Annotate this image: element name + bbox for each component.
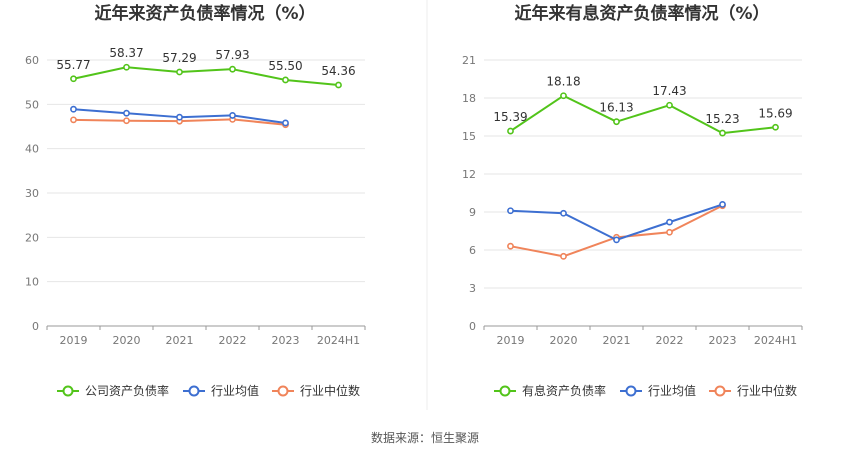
data-point[interactable] <box>666 101 673 109</box>
legend-item[interactable]: 行业中位数 <box>709 383 797 398</box>
data-label: 15.39 <box>493 110 527 124</box>
data-point[interactable] <box>70 75 77 83</box>
data-point[interactable] <box>507 207 514 215</box>
y-tick-label: 15 <box>462 130 476 143</box>
data-label: 17.43 <box>652 84 686 98</box>
data-point[interactable] <box>282 76 289 84</box>
legend-item[interactable]: 公司资产负债率 <box>57 383 169 398</box>
x-tick-label: 2019 <box>60 334 88 347</box>
legend-label: 有息资产负债率 <box>522 383 606 398</box>
series-line <box>510 204 723 258</box>
chart-debt-ratio: 近年来资产负债率情况（%） 0 10 20 30 40 50 60 2019 2020 2021 20… <box>25 3 366 398</box>
legend-label: 公司资产负债率 <box>85 383 169 398</box>
data-point[interactable] <box>507 242 514 250</box>
x-tick-label: 2024H1 <box>754 334 797 347</box>
x-tick-label: 2019 <box>497 334 525 347</box>
data-label: 58.37 <box>109 46 143 60</box>
data-point[interactable] <box>719 200 726 208</box>
data-point[interactable] <box>666 228 673 236</box>
data-point[interactable] <box>123 117 130 125</box>
y-tick-label: 60 <box>25 54 39 67</box>
legend-label: 行业均值 <box>211 383 259 398</box>
legend-item[interactable]: 有息资产负债率 <box>494 383 606 398</box>
y-tick-label: 21 <box>462 54 476 67</box>
data-point[interactable] <box>70 105 77 113</box>
x-tick-label: 2022 <box>656 334 684 347</box>
data-label: 57.93 <box>215 48 249 62</box>
y-tick-label: 12 <box>462 168 476 181</box>
legend-marker <box>499 385 511 397</box>
x-tick-label: 2020 <box>550 334 578 347</box>
data-label: 16.13 <box>599 101 633 115</box>
data-label: 15.23 <box>705 112 739 126</box>
y-tick-label: 0 <box>469 320 476 333</box>
chart-title: 近年来有息资产负债率情况（%） <box>514 3 769 24</box>
data-point[interactable] <box>176 68 183 76</box>
y-tick-label: 6 <box>469 244 476 257</box>
y-tick-label: 9 <box>469 206 476 219</box>
legend-marker <box>714 385 726 397</box>
chart-interest-debt-ratio: 近年来有息资产负债率情况（%） 0 3 6 9 12 15 18 21 2019 2020 2021 2… <box>462 3 803 398</box>
legend-marker <box>277 385 289 397</box>
data-label: 18.18 <box>546 75 580 89</box>
legend-marker <box>625 385 637 397</box>
data-label: 55.77 <box>56 58 90 72</box>
series-line <box>509 94 776 135</box>
data-point[interactable] <box>70 116 77 124</box>
x-tick-label: 2021 <box>603 334 631 347</box>
legend-label: 行业中位数 <box>737 383 797 398</box>
x-tick-label: 2023 <box>709 334 737 347</box>
y-tick-label: 0 <box>32 320 39 333</box>
y-tick-label: 30 <box>25 187 39 200</box>
data-point[interactable] <box>282 119 289 127</box>
y-tick-label: 20 <box>25 231 39 244</box>
data-point[interactable] <box>560 252 567 260</box>
y-tick-label: 3 <box>469 282 476 295</box>
series-line <box>73 66 339 86</box>
data-point[interactable] <box>613 236 620 244</box>
data-point[interactable] <box>560 92 567 100</box>
y-tick-label: 10 <box>25 276 39 289</box>
data-point[interactable] <box>560 209 567 217</box>
data-point[interactable] <box>229 65 236 73</box>
x-tick-label: 2023 <box>272 334 300 347</box>
x-tick-label: 2021 <box>166 334 194 347</box>
legend-marker <box>62 385 74 397</box>
data-point[interactable] <box>613 118 620 126</box>
data-label: 15.69 <box>758 106 792 120</box>
data-point[interactable] <box>123 109 130 117</box>
data-label: 57.29 <box>162 51 196 65</box>
legend-label: 行业均值 <box>648 383 696 398</box>
x-tick-label: 2022 <box>219 334 247 347</box>
data-label: 54.36 <box>321 64 355 78</box>
x-tick-label: 2024H1 <box>317 334 360 347</box>
y-tick-label: 40 <box>25 143 39 156</box>
legend-marker <box>188 385 200 397</box>
data-point[interactable] <box>123 63 130 71</box>
data-point[interactable] <box>335 81 342 89</box>
data-point[interactable] <box>507 127 514 135</box>
y-tick-label: 18 <box>462 92 476 105</box>
data-point[interactable] <box>229 112 236 119</box>
legend-item[interactable]: 行业中位数 <box>272 383 360 398</box>
x-tick-label: 2020 <box>113 334 141 347</box>
legend-item[interactable]: 行业均值 <box>183 383 259 398</box>
data-label: 55.50 <box>268 59 302 73</box>
data-point[interactable] <box>719 129 726 137</box>
data-point[interactable] <box>666 218 673 226</box>
data-point[interactable] <box>176 113 183 121</box>
y-tick-label: 50 <box>25 98 39 111</box>
data-source-note: 数据来源：恒生聚源 <box>370 431 479 445</box>
data-point[interactable] <box>772 123 779 131</box>
chart-title: 近年来资产负债率情况（%） <box>94 3 315 24</box>
legend-item[interactable]: 行业均值 <box>620 383 696 398</box>
legend-label: 行业中位数 <box>300 383 360 398</box>
